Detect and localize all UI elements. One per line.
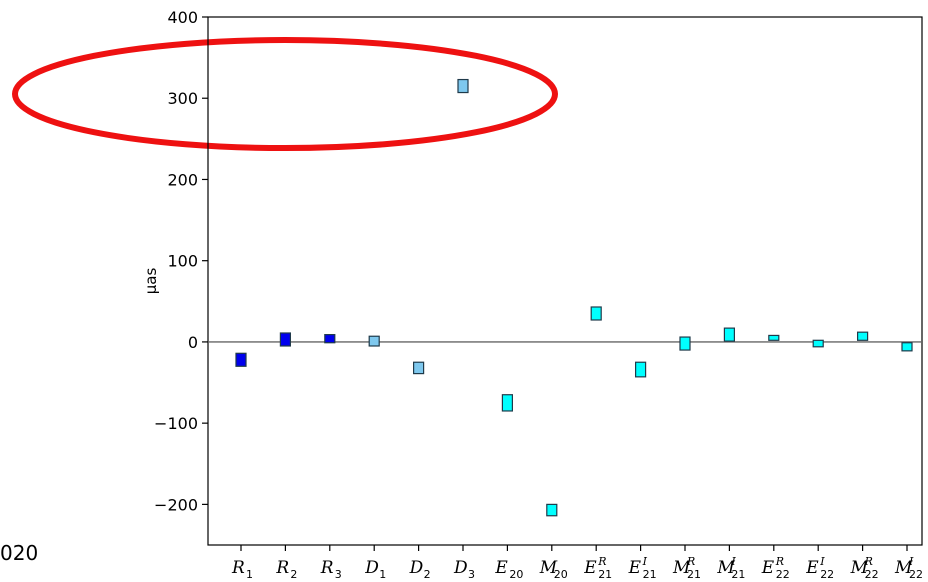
x-tick-base: D xyxy=(453,558,468,578)
x-tick-label: E R21 xyxy=(583,555,612,581)
x-tick-base: R xyxy=(320,558,334,578)
x-tick-base: M xyxy=(850,558,869,578)
x-tick-base: M xyxy=(539,558,558,578)
data-point xyxy=(235,352,247,367)
x-tick-base: D xyxy=(409,558,424,578)
x-tick-superscript: I xyxy=(642,555,648,568)
x-tick-base: R xyxy=(231,558,245,578)
x-tick-base: E xyxy=(583,558,597,578)
x-tick-subscript: 22 xyxy=(820,568,834,581)
x-tick-subscript: 3 xyxy=(468,568,475,581)
x-tick-subscript: 2 xyxy=(424,568,431,581)
data-point xyxy=(457,78,469,94)
data-point xyxy=(679,336,691,351)
x-tick-superscript: R xyxy=(775,555,784,568)
x-tick-base: E xyxy=(805,558,819,578)
data-point xyxy=(324,334,336,344)
x-tick-label: E I22 xyxy=(805,555,834,581)
data-point xyxy=(768,334,780,341)
data-marks xyxy=(235,78,913,517)
data-point xyxy=(901,342,913,352)
x-tick-subscript: 20 xyxy=(509,568,523,581)
x-tick-base: M xyxy=(672,558,691,578)
x-tick-base: E xyxy=(494,558,508,578)
x-tick-subscript: 1 xyxy=(246,568,253,581)
x-tick-subscript: 22 xyxy=(865,568,879,581)
x-tick-label: E 20 xyxy=(494,558,523,581)
data-point xyxy=(723,327,736,342)
x-tick-base: R xyxy=(275,558,289,578)
x-tick-subscript: 21 xyxy=(687,568,701,581)
x-tick-superscript: R xyxy=(686,555,695,568)
y-tick-label: 200 xyxy=(167,170,198,189)
data-point xyxy=(501,394,513,412)
x-tick-subscript: 22 xyxy=(776,568,790,581)
x-tick-base: E xyxy=(761,558,775,578)
y-tick-label: −100 xyxy=(154,414,198,433)
x-tick-base: D xyxy=(364,558,379,578)
x-tick-subscript: 3 xyxy=(335,568,342,581)
y-axis: −200 −100 0 100 200 300 400 xyxy=(154,8,208,514)
data-point xyxy=(413,361,425,375)
x-tick-subscript: 21 xyxy=(598,568,612,581)
x-tick-superscript: I xyxy=(730,555,736,568)
y-axis-label: μas xyxy=(142,268,160,295)
y-tick-label: 400 xyxy=(167,8,198,27)
x-tick-subscript: 1 xyxy=(379,568,386,581)
y-tick-label: 300 xyxy=(167,89,198,108)
x-tick-subscript: 22 xyxy=(909,568,923,581)
y-tick-label: 0 xyxy=(188,333,198,352)
left-edge-fragment: 020 xyxy=(0,541,39,565)
data-point xyxy=(546,503,558,517)
x-tick-base: E xyxy=(628,558,642,578)
data-point xyxy=(856,331,869,341)
x-tick-label: E R22 xyxy=(761,555,790,581)
data-point xyxy=(368,335,380,347)
x-tick-subscript: 21 xyxy=(643,568,657,581)
x-tick-subscript: 20 xyxy=(554,568,568,581)
x-tick-subscript: 2 xyxy=(290,568,297,581)
data-point xyxy=(634,361,647,378)
x-tick-base: M xyxy=(716,558,735,578)
x-tick-superscript: I xyxy=(908,555,914,568)
data-point xyxy=(590,306,602,321)
x-tick-superscript: R xyxy=(864,555,873,568)
x-tick-label: M20 xyxy=(539,558,568,581)
x-tick-label: E I21 xyxy=(628,555,657,581)
plot-frame xyxy=(207,16,923,546)
x-tick-subscript: 21 xyxy=(731,568,745,581)
y-tick-label: −200 xyxy=(154,495,198,514)
x-tick-base: M xyxy=(894,558,913,578)
data-point xyxy=(812,339,824,348)
data-point xyxy=(279,332,291,347)
y-tick-label: 100 xyxy=(167,252,198,271)
annotation-ellipse xyxy=(12,37,558,152)
x-tick-superscript: I xyxy=(819,555,825,568)
x-tick-superscript: R xyxy=(597,555,606,568)
